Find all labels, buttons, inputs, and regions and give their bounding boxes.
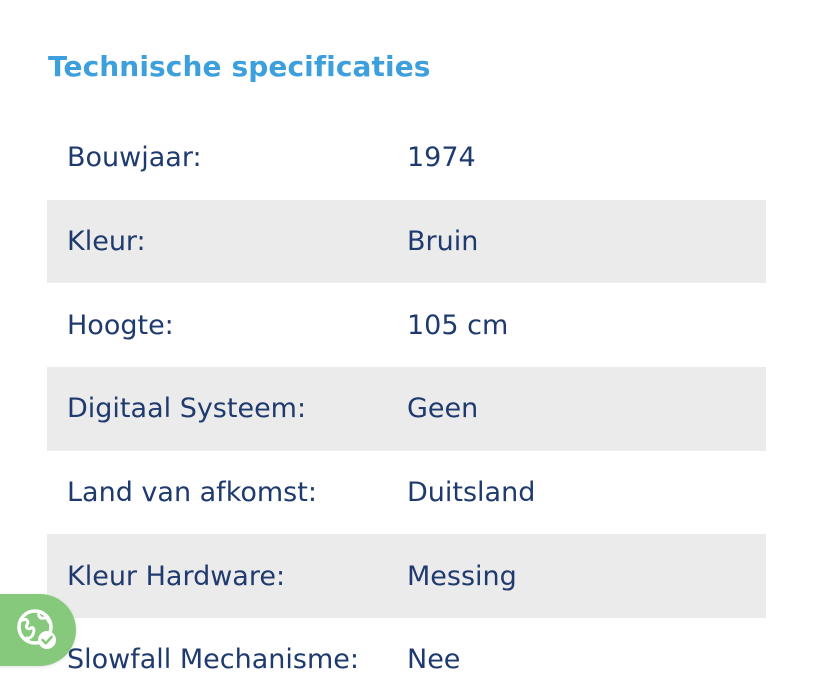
spec-row-kleur-hardware: Kleur Hardware: Messing xyxy=(47,534,766,619)
globe-check-icon xyxy=(4,606,62,654)
spec-value: Geen xyxy=(407,393,479,425)
spec-table: Bouwjaar: 1974 Kleur: Bruin Hoogte: 105 … xyxy=(47,116,766,700)
spec-row-bouwjaar: Bouwjaar: 1974 xyxy=(47,116,766,200)
spec-label: Kleur: xyxy=(67,226,146,258)
spec-row-digitaal-systeem: Digitaal Systeem: Geen xyxy=(47,367,766,451)
spec-label: Bouwjaar: xyxy=(67,142,202,174)
spec-value: 1974 xyxy=(407,142,476,174)
spec-row-hoogte: Hoogte: 105 cm xyxy=(47,283,766,367)
spec-label: Kleur Hardware: xyxy=(67,560,286,592)
spec-value: Duitsland xyxy=(407,477,536,509)
spec-label: Slowfall Mechanisme: xyxy=(67,644,359,676)
privacy-settings-button[interactable] xyxy=(0,594,76,666)
spec-value: 105 cm xyxy=(407,309,509,341)
spec-label: Hoogte: xyxy=(67,309,174,341)
spec-value: Messing xyxy=(407,560,517,592)
spec-value: Nee xyxy=(407,644,461,676)
spec-value: Bruin xyxy=(407,226,479,258)
spec-row-land-van-afkomst: Land van afkomst: Duitsland xyxy=(47,451,766,535)
spec-label: Land van afkomst: xyxy=(67,477,317,509)
spec-row-slowfall-mechanisme: Slowfall Mechanisme: Nee xyxy=(47,618,766,700)
spec-row-kleur: Kleur: Bruin xyxy=(47,199,766,284)
spec-label: Digitaal Systeem: xyxy=(67,393,307,425)
section-title: Technische specificaties xyxy=(48,50,431,83)
